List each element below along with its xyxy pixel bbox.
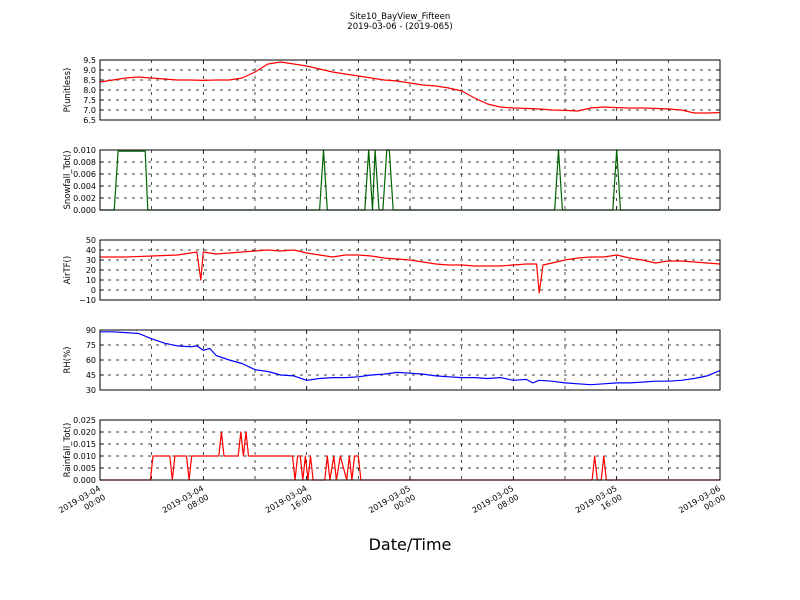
y-tick-label: 0.010 xyxy=(73,452,96,461)
y-tick-label: 75 xyxy=(86,341,96,350)
x-tick-label: 2019-03-0500:00 xyxy=(367,484,417,524)
axes-frame xyxy=(99,419,721,481)
y-tick-label: 60 xyxy=(86,356,96,365)
y-tick-label: 7.0 xyxy=(83,106,96,115)
x-tick-label: 2019-03-0408:00 xyxy=(161,484,211,524)
y-tick-label: 9.0 xyxy=(83,66,96,75)
panel-rh: 90 75 60 45 30 RH(%) xyxy=(63,326,721,395)
y-tick-label: 0.015 xyxy=(73,440,96,449)
y-tick-label: 90 xyxy=(86,326,96,335)
x-tick-label: 2019-03-0416:00 xyxy=(264,484,314,524)
panels: 9.59.08.58.07.57.06.5P(unitless)0.0100.0… xyxy=(63,56,721,485)
y-axis-label: Rainfall_Tot() xyxy=(63,423,73,478)
panel-snowfall: 0.010 0.008 0.006 0.004 0.002 0.000Snowfall_T… xyxy=(63,146,721,215)
y-tick-label: 50 xyxy=(86,236,96,245)
y-axis-label: P(unitless) xyxy=(63,68,73,113)
y-axis-label: Snowfall_Tot() xyxy=(63,150,73,209)
y-tick-label: 20 xyxy=(86,266,96,275)
y-tick-label: 9.5 xyxy=(83,56,96,65)
x-tick-label: 2019-03-0600:00 xyxy=(677,484,727,524)
y-tick-label: 0.000 xyxy=(73,206,96,215)
y-tick-label: −10 xyxy=(79,296,96,305)
y-tick-label: 10 xyxy=(86,276,96,285)
series-line-rainfall xyxy=(100,431,720,481)
panel-rainfall: 0.025 0.020 0.015 0.010 0.005 0.000Rainfall_T… xyxy=(63,416,721,485)
y-tick-label: 0.005 xyxy=(73,464,96,473)
y-tick-label: 0.002 xyxy=(73,194,96,203)
y-tick-label: 0.020 xyxy=(73,428,96,437)
x-tick-label: 2019-03-0400:00 xyxy=(57,484,107,524)
x-tick-label: 2019-03-0508:00 xyxy=(471,484,521,524)
x-tick-labels: 2019-03-0400:00 2019-03-0408:00 2019-03-04… xyxy=(57,484,727,524)
y-tick-label: 0.000 xyxy=(73,476,96,485)
y-tick-label: 0.008 xyxy=(73,158,96,167)
y-tick-label: 40 xyxy=(86,246,96,255)
y-tick-label: 0.004 xyxy=(73,182,96,191)
y-axis-label: AirTF() xyxy=(63,256,73,284)
y-tick-label: 0.025 xyxy=(73,416,96,425)
y-tick-label: 8.0 xyxy=(83,86,96,95)
series-line-airtf xyxy=(100,249,721,294)
y-tick-label: 30 xyxy=(86,386,96,395)
panel-p: 9.59.08.58.07.57.06.5 P(unitless) xyxy=(63,56,721,125)
y-tick-label: 30 xyxy=(86,256,96,265)
axes-frame xyxy=(99,329,721,391)
x-axis-label: Date/Time xyxy=(369,535,452,554)
chart-title: Site10_BayView_Fifteen xyxy=(350,12,451,22)
axes-frame xyxy=(99,59,721,121)
y-tick-label: 0.006 xyxy=(73,170,96,179)
x-tick-label: 2019-03-0516:00 xyxy=(574,484,624,524)
y-tick-label: 45 xyxy=(86,371,96,380)
axes-frame xyxy=(99,239,721,301)
y-tick-label: 0.010 xyxy=(73,146,96,155)
y-tick-label: 0 xyxy=(91,286,96,295)
y-tick-label: 6.5 xyxy=(83,116,96,125)
y-tick-label: 7.5 xyxy=(83,96,96,105)
series-line-rh xyxy=(100,331,721,386)
chart-subtitle: 2019-03-06 - (2019-065) xyxy=(347,22,452,32)
series-line-p xyxy=(99,61,721,114)
axes-frame xyxy=(99,149,721,211)
y-axis-label: RH(%) xyxy=(63,346,73,373)
y-tick-label: 8.5 xyxy=(83,76,96,85)
